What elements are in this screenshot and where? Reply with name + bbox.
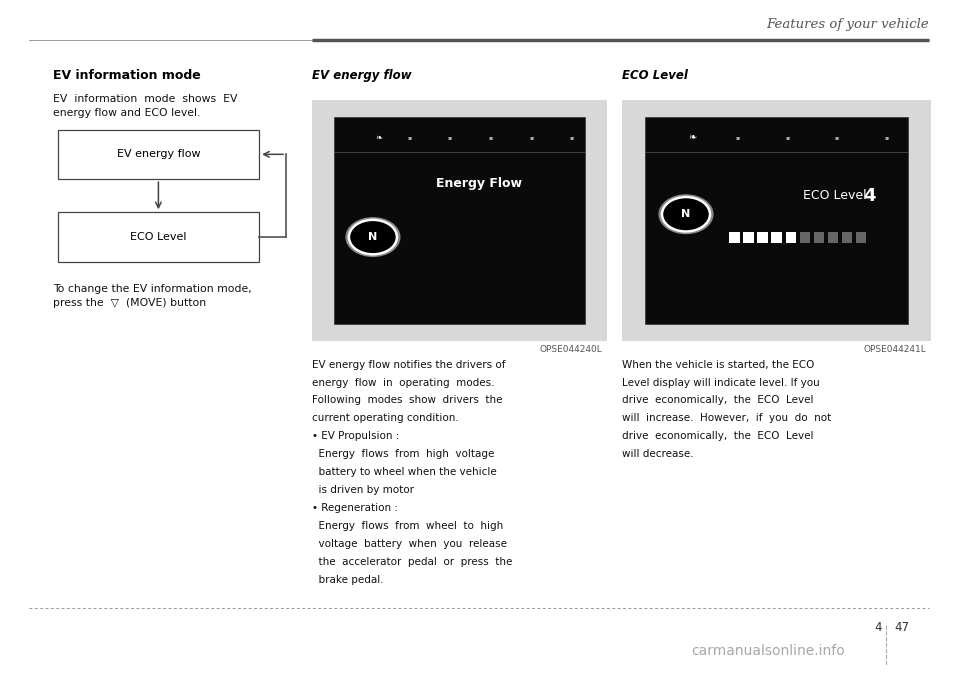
- Text: energy  flow  in  operating  modes.: energy flow in operating modes.: [312, 378, 494, 388]
- Text: ECO Level: ECO Level: [131, 232, 186, 242]
- FancyBboxPatch shape: [334, 117, 585, 325]
- FancyBboxPatch shape: [730, 232, 739, 243]
- Text: will  increase.  However,  if  you  do  not: will increase. However, if you do not: [622, 413, 831, 424]
- Text: ❧: ❧: [375, 133, 383, 142]
- Text: Features of your vehicle: Features of your vehicle: [766, 18, 929, 31]
- Text: 47: 47: [895, 621, 910, 635]
- Text: 4: 4: [863, 187, 876, 205]
- Text: EV energy flow: EV energy flow: [116, 150, 201, 159]
- FancyBboxPatch shape: [785, 232, 796, 243]
- Circle shape: [660, 195, 713, 234]
- Text: N: N: [369, 232, 377, 242]
- FancyBboxPatch shape: [58, 212, 259, 262]
- Text: ▪: ▪: [735, 135, 739, 140]
- Text: • Regeneration :: • Regeneration :: [312, 503, 398, 513]
- Text: ECO Level: ECO Level: [622, 69, 688, 82]
- Text: N: N: [682, 209, 690, 219]
- Text: • EV Propulsion :: • EV Propulsion :: [312, 431, 399, 442]
- Text: ▪: ▪: [835, 135, 839, 140]
- Text: EV  information  mode  shows  EV
energy flow and ECO level.: EV information mode shows EV energy flow…: [53, 94, 237, 119]
- Circle shape: [346, 218, 399, 256]
- Text: ▪: ▪: [885, 135, 889, 140]
- Text: OPSE044241L: OPSE044241L: [864, 344, 926, 353]
- Text: Following  modes  show  drivers  the: Following modes show drivers the: [312, 395, 502, 406]
- Text: ▪: ▪: [785, 135, 789, 140]
- Text: ▪: ▪: [489, 135, 492, 140]
- FancyBboxPatch shape: [828, 232, 838, 243]
- FancyBboxPatch shape: [622, 100, 931, 341]
- Text: ▪: ▪: [570, 135, 574, 140]
- Text: ▪: ▪: [407, 135, 412, 140]
- Text: OPSE044240L: OPSE044240L: [540, 344, 602, 353]
- FancyBboxPatch shape: [312, 100, 607, 341]
- Text: 4: 4: [875, 621, 882, 635]
- Text: ▪: ▪: [529, 135, 534, 140]
- Text: ▪: ▪: [448, 135, 452, 140]
- FancyBboxPatch shape: [743, 232, 754, 243]
- FancyBboxPatch shape: [645, 117, 908, 325]
- FancyBboxPatch shape: [772, 232, 781, 243]
- Text: battery to wheel when the vehicle: battery to wheel when the vehicle: [312, 467, 496, 477]
- FancyBboxPatch shape: [757, 232, 768, 243]
- Text: Energy  flows  from  high  voltage: Energy flows from high voltage: [312, 449, 494, 460]
- Text: brake pedal.: brake pedal.: [312, 575, 384, 585]
- FancyBboxPatch shape: [855, 232, 866, 243]
- FancyBboxPatch shape: [58, 130, 259, 179]
- Circle shape: [348, 220, 396, 254]
- Text: ECO Level: ECO Level: [803, 189, 871, 202]
- Text: When the vehicle is started, the ECO: When the vehicle is started, the ECO: [622, 360, 814, 370]
- Text: EV energy flow: EV energy flow: [312, 69, 412, 82]
- Text: voltage  battery  when  you  release: voltage battery when you release: [312, 539, 507, 549]
- Text: will decrease.: will decrease.: [622, 449, 694, 460]
- Text: carmanualsonline.info: carmanualsonline.info: [691, 644, 845, 658]
- Text: drive  economically,  the  ECO  Level: drive economically, the ECO Level: [622, 395, 813, 406]
- Text: EV information mode: EV information mode: [53, 69, 201, 82]
- FancyBboxPatch shape: [842, 232, 852, 243]
- Text: current operating condition.: current operating condition.: [312, 413, 459, 424]
- Text: EV energy flow notifies the drivers of: EV energy flow notifies the drivers of: [312, 360, 506, 370]
- Text: Energy  flows  from  wheel  to  high: Energy flows from wheel to high: [312, 521, 503, 531]
- Text: the  accelerator  pedal  or  press  the: the accelerator pedal or press the: [312, 557, 513, 567]
- Text: drive  economically,  the  ECO  Level: drive economically, the ECO Level: [622, 431, 813, 442]
- FancyBboxPatch shape: [800, 232, 810, 243]
- FancyBboxPatch shape: [814, 232, 824, 243]
- Text: is driven by motor: is driven by motor: [312, 485, 414, 495]
- Text: To change the EV information mode,
press the  ▽  (MOVE) button: To change the EV information mode, press…: [53, 284, 252, 308]
- Circle shape: [662, 197, 710, 232]
- Text: Energy Flow: Energy Flow: [437, 176, 522, 189]
- Text: ❧: ❧: [688, 132, 697, 143]
- Text: Level display will indicate level. If you: Level display will indicate level. If yo…: [622, 378, 820, 388]
